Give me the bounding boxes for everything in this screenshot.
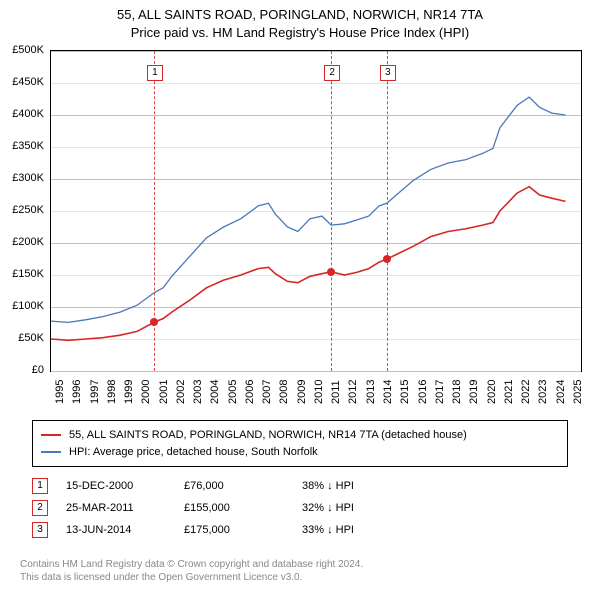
x-axis-label: 2009 (296, 380, 308, 404)
sales-marker-ref: 3 (32, 522, 48, 538)
legend-swatch (41, 451, 61, 453)
x-axis-label: 2013 (365, 380, 377, 404)
series-hpi (51, 97, 566, 322)
series-svg (51, 51, 581, 371)
sales-marker-ref: 1 (32, 478, 48, 494)
x-axis-label: 2001 (158, 380, 170, 404)
x-axis-label: 2000 (140, 380, 152, 404)
title-line-2: Price paid vs. HM Land Registry's House … (0, 24, 600, 42)
y-axis-label: £400K (0, 108, 44, 120)
footer-line-2: This data is licensed under the Open Gov… (20, 571, 363, 584)
x-axis-label: 2017 (434, 380, 446, 404)
x-axis-label: 2019 (468, 380, 480, 404)
gridline-h (51, 371, 581, 372)
sales-date: 25-MAR-2011 (66, 502, 166, 514)
x-axis-label: 2011 (330, 380, 342, 404)
sales-row: 2 25-MAR-2011 £155,000 32% ↓ HPI (32, 500, 402, 516)
legend-swatch (41, 434, 61, 436)
y-axis-label: £450K (0, 76, 44, 88)
x-axis-label: 2014 (382, 380, 394, 404)
x-axis-label: 2007 (261, 380, 273, 404)
x-axis-label: 1995 (54, 380, 66, 404)
series-property (51, 187, 566, 341)
sales-price: £155,000 (184, 502, 284, 514)
x-axis-label: 2008 (278, 380, 290, 404)
x-axis-label: 2006 (244, 380, 256, 404)
sales-delta: 33% ↓ HPI (302, 524, 402, 536)
y-axis-label: £200K (0, 236, 44, 248)
sales-date: 13-JUN-2014 (66, 524, 166, 536)
x-axis-label: 2018 (451, 380, 463, 404)
x-axis-label: 2010 (313, 380, 325, 404)
sales-price: £175,000 (184, 524, 284, 536)
x-axis-label: 2021 (503, 380, 515, 404)
sales-delta: 38% ↓ HPI (302, 480, 402, 492)
x-axis-label: 2016 (417, 380, 429, 404)
y-axis-label: £150K (0, 268, 44, 280)
figure: 55, ALL SAINTS ROAD, PORINGLAND, NORWICH… (0, 0, 600, 590)
y-axis-label: £0 (0, 364, 44, 376)
x-axis-label: 2005 (227, 380, 239, 404)
legend-label: 55, ALL SAINTS ROAD, PORINGLAND, NORWICH… (69, 427, 467, 444)
y-axis-label: £100K (0, 300, 44, 312)
x-axis-label: 2022 (520, 380, 532, 404)
x-axis-label: 1997 (89, 380, 101, 404)
footer-line-1: Contains HM Land Registry data © Crown c… (20, 558, 363, 571)
sales-row: 3 13-JUN-2014 £175,000 33% ↓ HPI (32, 522, 402, 538)
x-axis-label: 1998 (106, 380, 118, 404)
x-axis-label: 2023 (537, 380, 549, 404)
x-axis-label: 2003 (192, 380, 204, 404)
x-axis-label: 2025 (572, 380, 584, 404)
y-axis-label: £300K (0, 172, 44, 184)
legend-label: HPI: Average price, detached house, Sout… (69, 444, 318, 461)
y-axis-label: £350K (0, 140, 44, 152)
sales-table: 1 15-DEC-2000 £76,000 38% ↓ HPI 2 25-MAR-2011… (32, 478, 402, 544)
sales-marker-ref: 2 (32, 500, 48, 516)
sales-date: 15-DEC-2000 (66, 480, 166, 492)
x-axis-label: 2012 (347, 380, 359, 404)
sales-row: 1 15-DEC-2000 £76,000 38% ↓ HPI (32, 478, 402, 494)
title-line-1: 55, ALL SAINTS ROAD, PORINGLAND, NORWICH… (0, 6, 600, 24)
x-axis-label: 2002 (175, 380, 187, 404)
y-axis-label: £500K (0, 44, 44, 56)
plot-area: 123 (50, 50, 582, 372)
x-axis-label: 2015 (399, 380, 411, 404)
legend: 55, ALL SAINTS ROAD, PORINGLAND, NORWICH… (32, 420, 568, 467)
y-axis-label: £50K (0, 332, 44, 344)
x-axis-label: 2024 (555, 380, 567, 404)
attribution: Contains HM Land Registry data © Crown c… (20, 558, 363, 584)
y-axis-label: £250K (0, 204, 44, 216)
legend-item: 55, ALL SAINTS ROAD, PORINGLAND, NORWICH… (41, 427, 559, 444)
sales-delta: 32% ↓ HPI (302, 502, 402, 514)
x-axis-label: 2020 (486, 380, 498, 404)
sales-price: £76,000 (184, 480, 284, 492)
chart-title: 55, ALL SAINTS ROAD, PORINGLAND, NORWICH… (0, 0, 600, 41)
x-axis-label: 1999 (123, 380, 135, 404)
x-axis-label: 2004 (209, 380, 221, 404)
x-axis-label: 1996 (71, 380, 83, 404)
legend-item: HPI: Average price, detached house, Sout… (41, 444, 559, 461)
